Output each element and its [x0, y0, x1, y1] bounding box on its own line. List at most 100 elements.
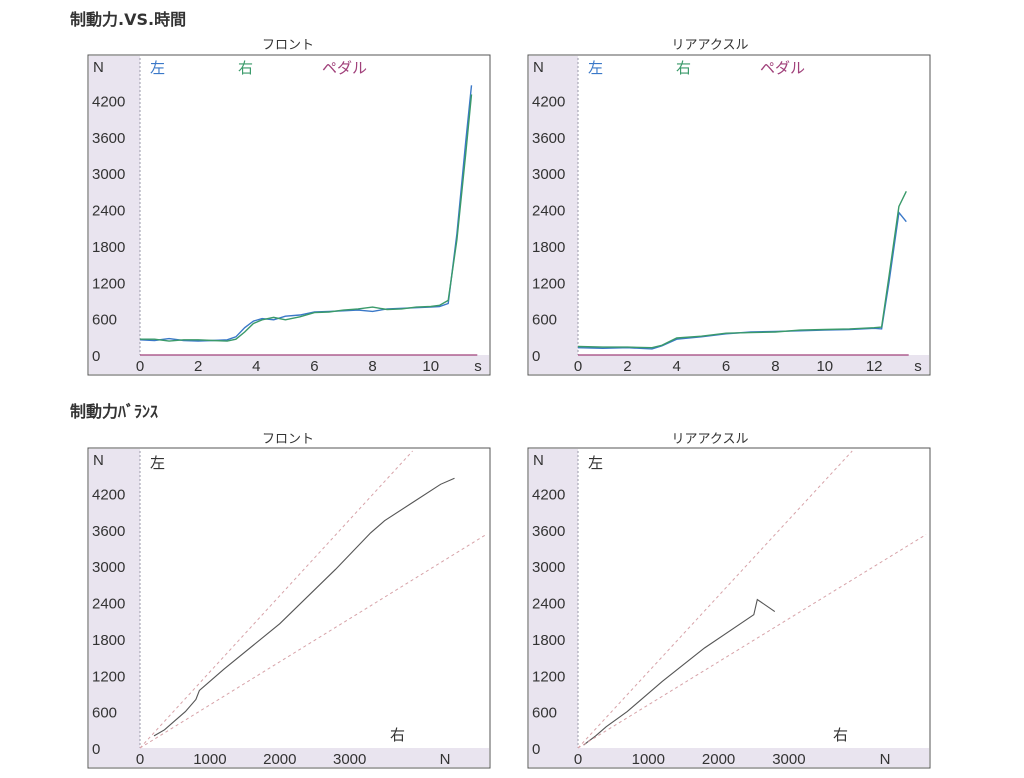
chart-frame: [527, 54, 931, 376]
x-tick-label: 4: [252, 358, 260, 375]
chart-frame: [87, 54, 491, 376]
guide-line: [577, 450, 853, 749]
legend-item: 右: [676, 59, 691, 77]
x-tick-label: 8: [771, 358, 779, 375]
x-tick-label: 1000: [193, 751, 226, 768]
section-title-time: 制動力.VS.時間: [70, 10, 187, 29]
x-axis-band: [529, 748, 929, 767]
y-tick-label: 600: [92, 705, 117, 722]
x-tick-label: 2000: [702, 751, 735, 768]
chart-0: [87, 54, 491, 376]
y-tick-label: 1200: [532, 275, 565, 292]
x-tick-label: 6: [310, 358, 318, 375]
guide-line: [577, 534, 927, 749]
y-unit-label: N: [533, 59, 544, 76]
chart-title-front-balance: フロント: [261, 432, 314, 447]
y-tick-label: 0: [92, 348, 100, 365]
balance-line: [153, 477, 455, 737]
x-tick-label: 10: [422, 358, 439, 375]
y-tick-label: 1800: [92, 632, 125, 649]
y-tick-label: 2400: [92, 596, 125, 613]
y-tick-label: 1200: [92, 275, 125, 292]
y-tick-label: 4200: [92, 486, 125, 503]
guide-line: [139, 450, 413, 749]
chart-title-rear-time: リアアクスル: [671, 38, 749, 53]
y-tick-label: 1800: [92, 239, 125, 256]
y-tick-label: 2400: [92, 203, 125, 220]
y-tick-label: 0: [92, 741, 100, 758]
y-axis-band: [529, 449, 578, 767]
x-axis-band: [529, 355, 929, 374]
x-unit-label: N: [880, 751, 891, 768]
corner-label-left: 左: [150, 454, 165, 472]
y-unit-label: N: [93, 59, 104, 76]
chart-2: [87, 447, 491, 769]
series-line: [140, 94, 473, 342]
y-tick-label: 0: [532, 348, 540, 365]
x-tick-label: 2: [623, 358, 631, 375]
x-tick-label: 2000: [263, 751, 296, 768]
y-unit-label: N: [93, 452, 104, 469]
corner-label-right: 右: [833, 726, 848, 744]
x-tick-label: 0: [136, 751, 144, 768]
y-tick-label: 3600: [532, 523, 565, 540]
y-tick-label: 3600: [92, 130, 125, 147]
y-axis-band: [89, 449, 140, 767]
y-tick-label: 4200: [92, 93, 125, 110]
x-tick-label: 0: [136, 358, 144, 375]
guide-line: [139, 534, 487, 749]
x-tick-label: 8: [368, 358, 376, 375]
y-unit-label: N: [533, 452, 544, 469]
y-tick-label: 0: [532, 741, 540, 758]
y-tick-label: 3600: [532, 130, 565, 147]
y-tick-label: 1800: [532, 632, 565, 649]
y-tick-label: 2400: [532, 203, 565, 220]
y-tick-label: 2400: [532, 596, 565, 613]
legend-item: 左: [150, 59, 165, 77]
y-axis-band: [89, 56, 140, 374]
x-tick-label: 0: [574, 751, 582, 768]
chart-frame: [527, 447, 931, 769]
x-tick-label: 3000: [772, 751, 805, 768]
legend-item: ペダル: [322, 59, 367, 77]
legend-item: 左: [588, 59, 603, 77]
y-tick-label: 600: [532, 705, 557, 722]
x-unit-label: N: [440, 751, 451, 768]
y-tick-label: 1200: [92, 668, 125, 685]
y-tick-label: 3000: [532, 166, 565, 183]
x-unit-label: s: [914, 358, 922, 375]
chart-title-front-time: フロント: [261, 38, 314, 53]
legend-item: ペダル: [760, 59, 805, 77]
y-tick-label: 3000: [92, 166, 125, 183]
section-title-balance: 制動力ﾊﾞﾗﾝｽ: [70, 402, 159, 421]
x-tick-label: 3000: [333, 751, 366, 768]
x-unit-label: s: [474, 358, 482, 375]
corner-label-right: 右: [390, 726, 405, 744]
y-tick-label: 1800: [532, 239, 565, 256]
balance-line: [583, 598, 776, 746]
x-tick-label: 4: [673, 358, 681, 375]
x-tick-label: 12: [866, 358, 883, 375]
x-axis-band: [89, 355, 489, 374]
y-tick-label: 3000: [532, 559, 565, 576]
x-tick-label: 10: [816, 358, 833, 375]
y-tick-label: 3600: [92, 523, 125, 540]
y-tick-label: 4200: [532, 486, 565, 503]
y-tick-label: 4200: [532, 93, 565, 110]
chart-title-rear-balance: リアアクスル: [671, 432, 749, 447]
chart-1: [527, 54, 931, 376]
y-tick-label: 3000: [92, 559, 125, 576]
x-tick-label: 2: [194, 358, 202, 375]
x-tick-label: 6: [722, 358, 730, 375]
x-tick-label: 0: [574, 358, 582, 375]
y-tick-label: 600: [92, 312, 117, 329]
chart-frame: [87, 447, 491, 769]
y-tick-label: 1200: [532, 668, 565, 685]
y-axis-band: [529, 56, 578, 374]
corner-label-left: 左: [588, 454, 603, 472]
y-tick-label: 600: [532, 312, 557, 329]
series-line: [577, 190, 907, 349]
x-axis-band: [89, 748, 489, 767]
x-tick-label: 1000: [632, 751, 665, 768]
